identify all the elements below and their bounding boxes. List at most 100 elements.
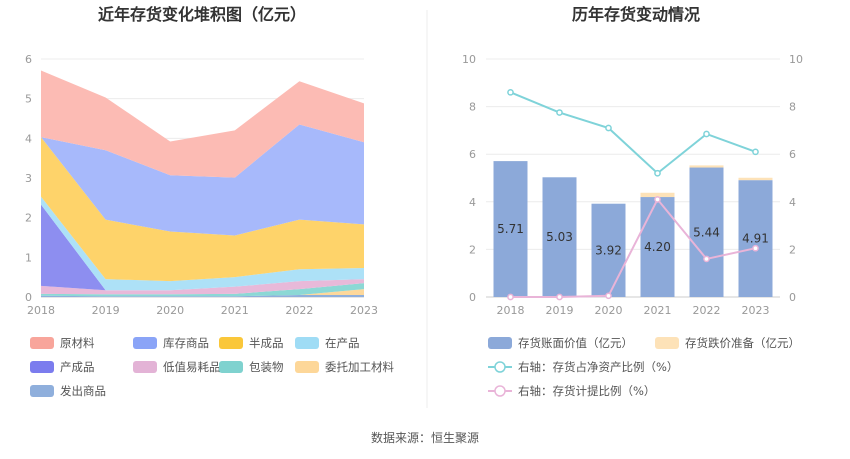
bar-value-label: 4.20 <box>644 240 671 254</box>
line-point <box>507 293 514 301</box>
legend-label: 发出商品 <box>60 384 106 398</box>
left-x-tick-label: 2023 <box>350 304 378 317</box>
line-series-1 <box>510 197 756 298</box>
area-series-2 <box>41 283 364 297</box>
line-point <box>654 169 661 177</box>
legend-marker <box>494 361 506 373</box>
right-x-axis-ticks: 2018 2019 2020 2021 2022 2023 <box>497 304 770 317</box>
line-point <box>507 88 514 96</box>
right-y2-tick-label: 2 <box>789 243 796 256</box>
right-lines <box>507 88 759 301</box>
left-x-tick-label: 2020 <box>156 304 184 317</box>
bar-value-label: 4.91 <box>742 232 769 246</box>
right-legend[interactable]: 存货账面价值（亿元） 存货跌价准备（亿元） 右轴：存货占净资产比例（%） 右轴：存货计… <box>488 336 800 398</box>
bar-value-label: 5.03 <box>546 230 573 244</box>
bar-series-0-2020 <box>591 203 626 297</box>
legend-swatch <box>133 337 157 349</box>
right-legend-item[interactable]: 存货跌价准备（亿元） <box>655 336 800 350</box>
right-chart-title: 历年存货变动情况 <box>572 5 700 24</box>
area-series-0 <box>41 295 364 297</box>
legend-label: 在产品 <box>325 336 360 350</box>
right-x-tick-label: 2022 <box>693 304 721 317</box>
legend-swatch <box>30 337 54 349</box>
right-x-tick-label: 2018 <box>497 304 525 317</box>
left-legend-item[interactable]: 库存商品 <box>133 336 209 350</box>
legend-swatch <box>30 385 54 397</box>
right-y-tick-label: 8 <box>469 101 476 114</box>
bar-series-0-2018 <box>493 161 528 297</box>
left-legend-item[interactable]: 委托加工材料 <box>295 360 394 374</box>
right-legend-item[interactable]: 存货账面价值（亿元） <box>488 336 633 350</box>
legend-label: 存货跌价准备（亿元） <box>685 336 800 350</box>
left-y-tick-label: 6 <box>25 53 32 66</box>
left-x-tick-label: 2022 <box>285 304 313 317</box>
right-legend-item[interactable]: 右轴：存货计提比例（%） <box>488 384 655 398</box>
right-y2-axis-ticks: 0 2 4 6 8 10 <box>789 53 803 304</box>
left-legend-item[interactable]: 包装物 <box>219 360 284 374</box>
area-series-6 <box>41 137 364 282</box>
line-point <box>605 292 612 300</box>
legend-swatch <box>30 361 54 373</box>
left-legend-item[interactable]: 产成品 <box>30 360 95 374</box>
left-y-axis-ticks: 0 1 2 3 4 5 6 <box>25 53 32 304</box>
right-y-axis-ticks: 0 2 4 6 8 10 <box>462 53 476 304</box>
left-legend-item[interactable]: 在产品 <box>295 336 360 350</box>
left-chart-title: 近年存货变化堆积图（亿元） <box>98 5 306 24</box>
left-x-tick-label: 2018 <box>27 304 55 317</box>
legend-label: 右轴：存货占净资产比例（%） <box>518 360 678 374</box>
left-y-tick-label: 0 <box>25 291 32 304</box>
right-y-tick-label: 0 <box>469 291 476 304</box>
right-y2-tick-label: 10 <box>789 53 803 66</box>
right-y2-tick-label: 4 <box>789 196 796 209</box>
bar-series-0-2019 <box>542 177 577 297</box>
data-source: 数据来源：恒生聚源 <box>371 430 479 445</box>
legend-marker <box>494 385 506 397</box>
legend-label: 存货账面价值（亿元） <box>518 336 633 350</box>
area-series-8 <box>41 70 364 178</box>
left-legend-item[interactable]: 低值易耗品 <box>133 360 221 374</box>
right-x-tick-label: 2020 <box>595 304 623 317</box>
left-legend-item[interactable]: 半成品 <box>219 336 284 350</box>
right-x-tick-label: 2019 <box>546 304 574 317</box>
left-legend-item[interactable]: 发出商品 <box>30 384 106 398</box>
legend-label: 原材料 <box>60 336 95 350</box>
line-point <box>703 255 710 263</box>
right-bars: 5.71 5.03 3.92 4.20 5.44 4.91 <box>493 161 773 297</box>
left-y-tick-label: 5 <box>25 93 32 106</box>
right-y2-tick-label: 8 <box>789 101 796 114</box>
legend-swatch <box>133 361 157 373</box>
legend-swatch <box>295 361 319 373</box>
line-point <box>752 148 759 156</box>
legend-label: 库存商品 <box>163 336 209 350</box>
bar-series-1-2023 <box>738 177 773 181</box>
legend-label: 半成品 <box>249 336 284 350</box>
right-legend-item[interactable]: 右轴：存货占净资产比例（%） <box>488 360 678 374</box>
legend-swatch <box>295 337 319 349</box>
left-x-tick-label: 2019 <box>92 304 120 317</box>
line-point <box>752 244 759 252</box>
bar-series-0-2022 <box>689 167 724 297</box>
legend-swatch <box>655 337 679 349</box>
left-legend-item[interactable]: 原材料 <box>30 336 95 350</box>
area-series-7 <box>41 124 364 236</box>
right-y-tick-label: 6 <box>469 148 476 161</box>
bar-series-1-2022 <box>689 165 724 168</box>
legend-label: 包装物 <box>249 360 284 374</box>
legend-label: 委托加工材料 <box>325 360 394 374</box>
bar-value-label: 3.92 <box>595 243 622 257</box>
line-point <box>605 124 612 132</box>
line-point <box>556 293 563 301</box>
right-x-tick-label: 2021 <box>644 304 672 317</box>
left-x-axis-ticks: 2018 2019 2020 2021 2022 2023 <box>27 304 378 317</box>
right-gridlines <box>486 58 780 298</box>
line-point <box>654 196 661 203</box>
left-x-tick-label: 2021 <box>221 304 249 317</box>
left-y-tick-label: 1 <box>25 251 32 264</box>
legend-label: 低值易耗品 <box>163 360 221 374</box>
line-point <box>703 130 710 138</box>
bar-series-0-2023 <box>738 180 773 297</box>
area-series-3 <box>41 279 364 295</box>
left-stacked-areas <box>41 70 364 297</box>
